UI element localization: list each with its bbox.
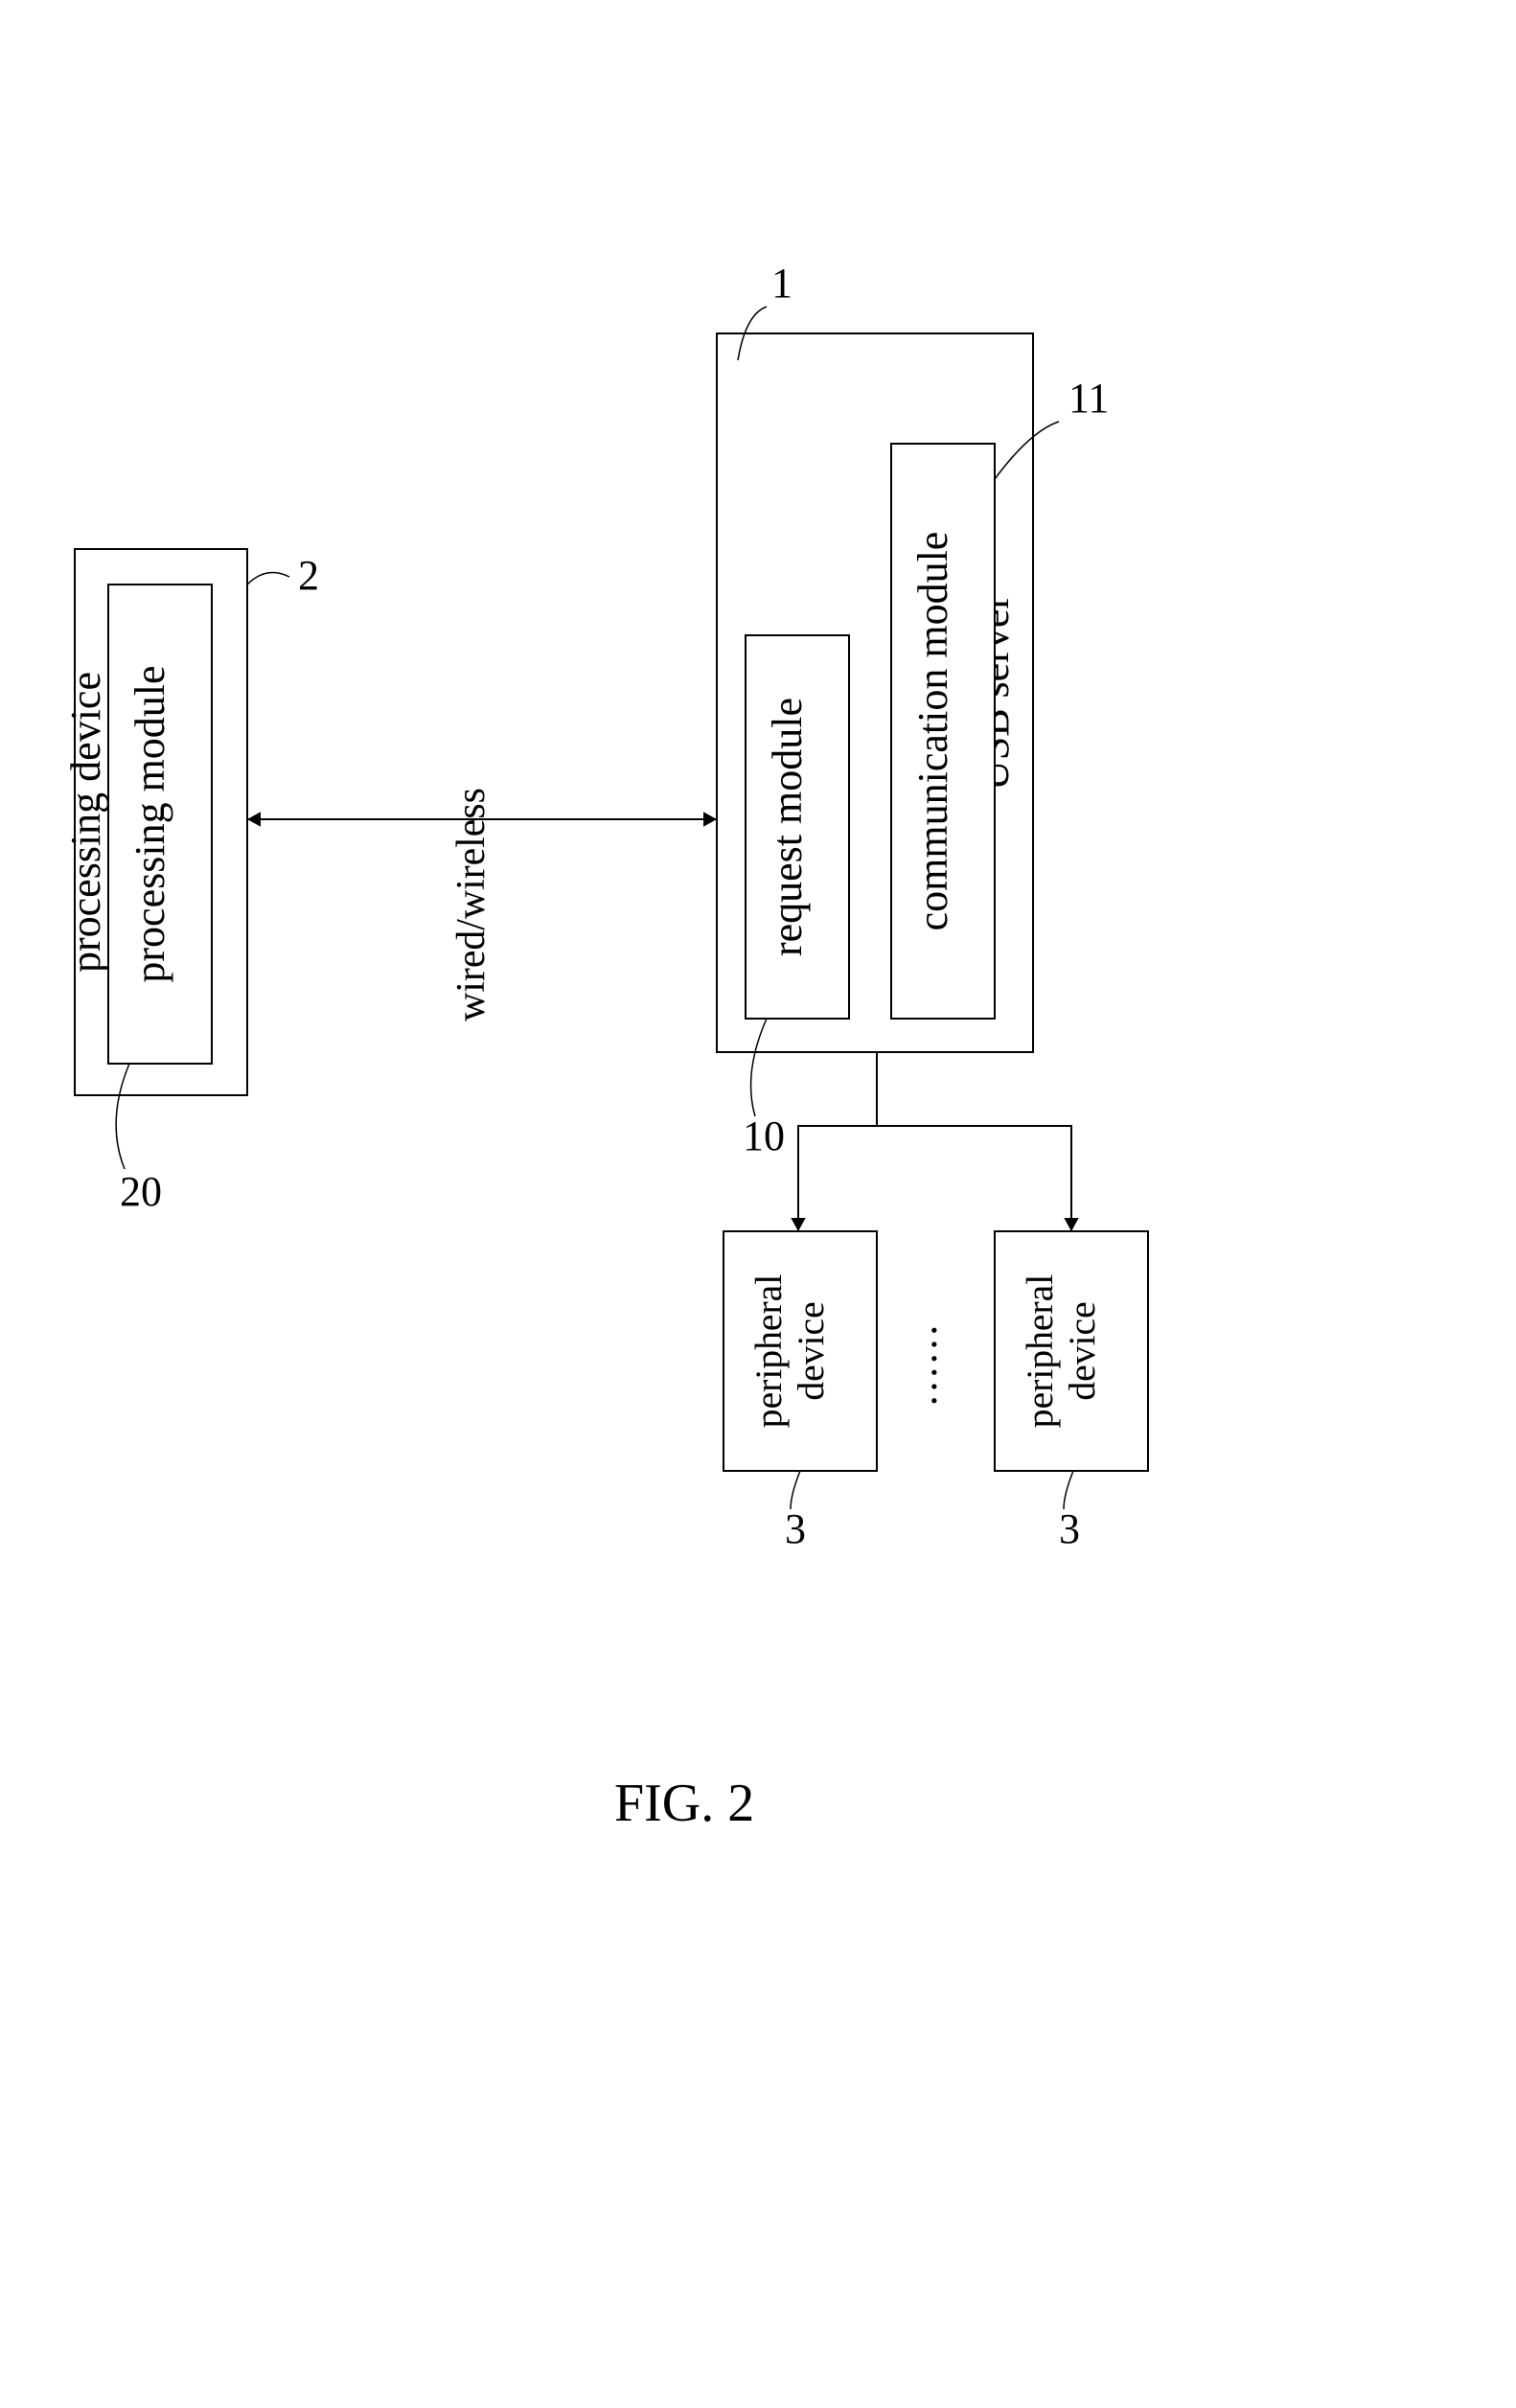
edge-usb-p1: [798, 1052, 877, 1231]
request-module-label: request module: [764, 698, 811, 956]
peripheral-device-label-a-2: peripheral: [1019, 1274, 1061, 1428]
usb-server-refnum: 1: [771, 260, 792, 307]
processing-module-label: processing module: [126, 665, 173, 982]
edge-pd-usb-label: wired/wireless: [449, 788, 494, 1021]
communication-module-label: communication module: [909, 532, 956, 931]
diagram-canvas: processing device2processing module20USB…: [0, 0, 1516, 2408]
processing-device-refnum: 2: [298, 552, 319, 599]
edge-usb-p2: [877, 1052, 1071, 1231]
processing-device-label: processing device: [62, 672, 109, 973]
peripheral-device-label-b-1: device: [790, 1301, 832, 1400]
figure-caption: FIG. 2: [614, 1774, 754, 1833]
peripheral-device-label-a-1: peripheral: [747, 1274, 790, 1428]
peripheral-device-refnum-1: 3: [785, 1505, 806, 1552]
request-module-refnum: 10: [743, 1112, 785, 1159]
peripheral-ellipsis: ……: [899, 1323, 946, 1408]
peripheral-device-refnum-2: 3: [1059, 1505, 1080, 1552]
processing-module-refnum: 20: [120, 1168, 162, 1215]
communication-module-refnum: 11: [1068, 375, 1109, 422]
peripheral-device-label-b-2: device: [1061, 1301, 1103, 1400]
